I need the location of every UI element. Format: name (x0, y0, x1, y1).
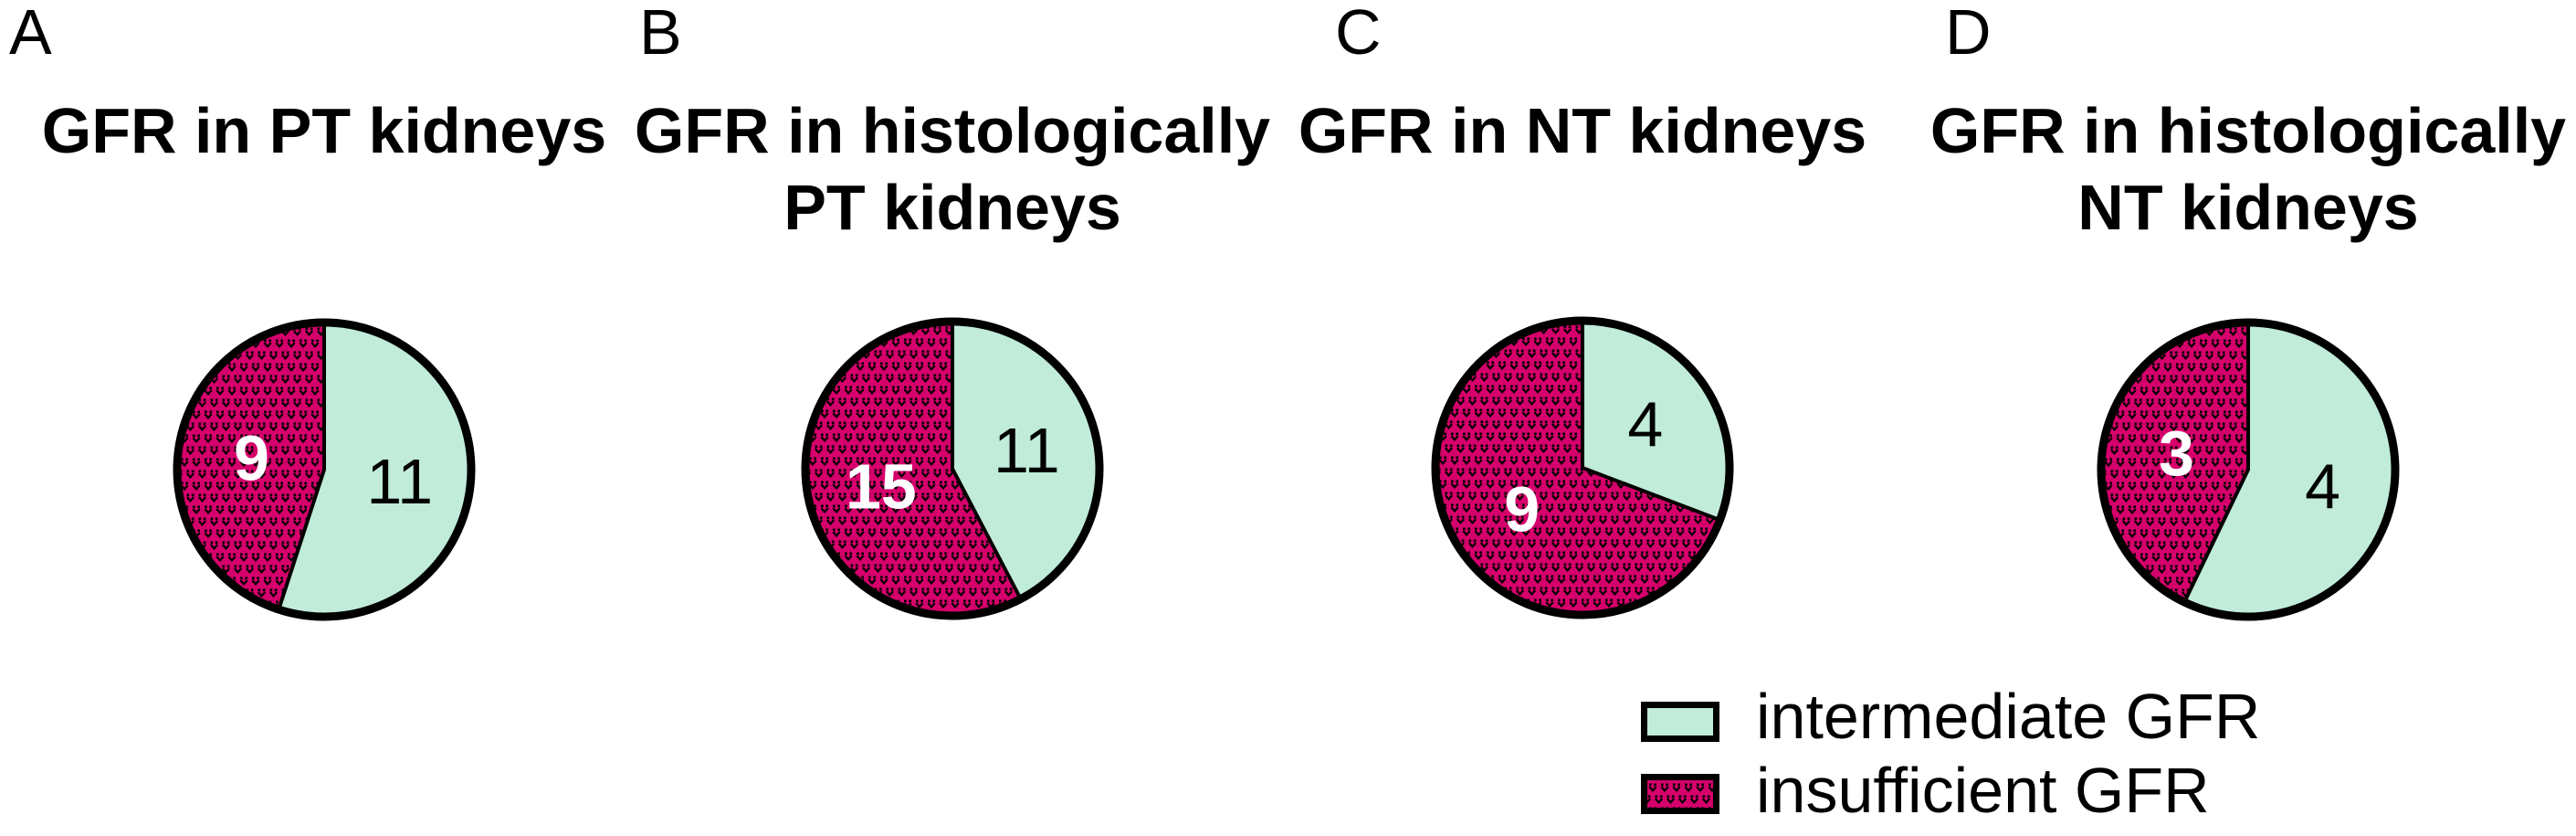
panel-title-d-line1: GFR in histologically (1929, 95, 2567, 166)
svg-text:3: 3 (2159, 418, 2194, 489)
svg-text:9: 9 (234, 422, 269, 493)
panel-title-d: GFR in histologically NT kidneys (1901, 92, 2576, 246)
svg-text:15: 15 (846, 450, 917, 522)
panel-title-b: GFR in histologically PT kidneys (605, 92, 1299, 246)
panel-title-c: GFR in NT kidneys (1235, 92, 1929, 169)
panel-title-b-line1: GFR in histologically (634, 95, 1271, 166)
panel-title-c-line1: GFR in NT kidneys (1298, 95, 1867, 166)
panel-letter-c: C (1335, 0, 1382, 68)
pie-chart-b: 15 11 (795, 312, 1109, 626)
legend-swatch-insufficient (1641, 774, 1719, 814)
svg-text:4: 4 (2305, 451, 2340, 523)
panel-letter-a: A (9, 0, 52, 68)
panel-title-d-line2: NT kidneys (2077, 172, 2419, 243)
panel-title-a: GFR in PT kidneys (0, 92, 671, 169)
legend-label-intermediate: intermediate GFR (1756, 681, 2261, 752)
svg-text:4: 4 (1627, 388, 1663, 460)
svg-text:11: 11 (366, 446, 433, 517)
legend-swatch-pattern (1647, 780, 1713, 808)
svg-text:9: 9 (1504, 474, 1540, 545)
svg-text:11: 11 (994, 415, 1060, 486)
panel-letter-d: D (1945, 0, 1992, 68)
pie-chart-a: 9 11 (167, 312, 481, 627)
legend-swatch-intermediate (1641, 702, 1719, 742)
panel-title-b-line2: PT kidneys (783, 172, 1121, 243)
panel-title-a-line1: GFR in PT kidneys (41, 95, 607, 166)
legend-label-insufficient: insufficient GFR (1756, 755, 2210, 826)
panel-letter-b: B (639, 0, 682, 68)
